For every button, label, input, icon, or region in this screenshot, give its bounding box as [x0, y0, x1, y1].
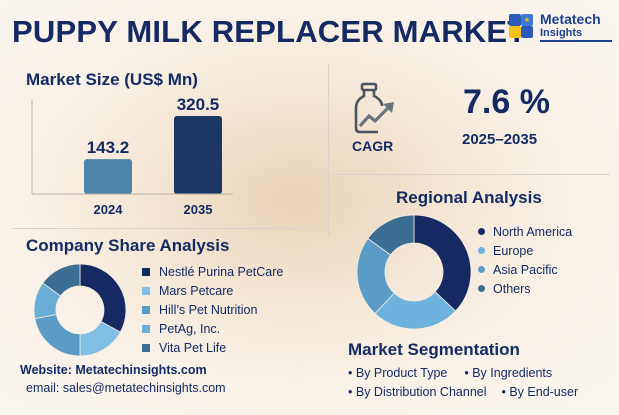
- bullet: •: [464, 366, 469, 380]
- bar-value-label: 320.5: [177, 96, 220, 114]
- legend-label: PetAg, Inc.: [159, 321, 221, 336]
- donut-slice-hill-s-pet-nutrition: [34, 314, 81, 357]
- legend-swatch: [142, 343, 150, 352]
- segment-item: By Product Type: [355, 366, 448, 380]
- legend-swatch: [142, 286, 150, 295]
- logo-name: Metatech: [540, 11, 601, 27]
- bullet: •: [348, 385, 353, 399]
- email-text[interactable]: email: sales@metatechinsights.com: [26, 381, 226, 395]
- regional-legend: North America Europe Asia Pacific Others: [478, 222, 572, 298]
- bar-value-label: 143.2: [87, 138, 130, 157]
- horizontal-divider-left: [12, 228, 302, 229]
- bullet: •: [348, 366, 353, 380]
- bullet: •: [501, 385, 506, 399]
- legend-label: Vita Pet Life: [159, 340, 227, 355]
- legend-item: Europe: [478, 241, 572, 260]
- legend-item: Hill’s Pet Nutrition: [142, 300, 283, 319]
- bar-2035: [174, 116, 222, 194]
- logo-mark-icon: ★: [509, 14, 533, 38]
- market-size-heading: Market Size (US$ Mn): [26, 70, 198, 89]
- legend-swatch: [142, 324, 150, 333]
- legend-swatch: [478, 247, 485, 254]
- donut-slice-vita-pet-life: [42, 263, 81, 297]
- cagr-label: CAGR: [352, 138, 394, 154]
- legend-swatch: [142, 267, 150, 276]
- legend-label: Mars Petcare: [159, 283, 234, 298]
- donut-slice-nestl-purina-petcare: [79, 263, 127, 333]
- legend-label: Asia Pacific: [493, 262, 558, 277]
- bar-category-label: 2024: [94, 202, 124, 217]
- legend-swatch: [478, 266, 485, 273]
- donut-slice-others: [367, 214, 415, 256]
- legend-item: Vita Pet Life: [142, 338, 283, 357]
- legend-item: Mars Petcare: [142, 281, 283, 300]
- website-text[interactable]: Website: Metatechinsights.com: [20, 363, 207, 377]
- legend-label: Europe: [493, 243, 534, 258]
- regional-heading: Regional Analysis: [396, 188, 542, 207]
- legend-label: Hill’s Pet Nutrition: [159, 302, 258, 317]
- vertical-divider: [328, 64, 329, 236]
- legend-swatch: [478, 228, 485, 235]
- cagr-value: 7.6 %: [463, 83, 550, 121]
- company-donut: [33, 263, 127, 357]
- company-heading: Company Share Analysis: [26, 236, 230, 255]
- segmentation-heading: Market Segmentation: [348, 340, 520, 359]
- segment-item: By End-user: [509, 385, 579, 399]
- metatech-logo[interactable]: ★ Metatech Insights: [506, 10, 614, 44]
- legend-label: Nestlé Purina PetCare: [159, 264, 284, 279]
- legend-label: Others: [493, 281, 531, 296]
- logo-sub: Insights: [540, 27, 583, 39]
- legend-swatch: [478, 285, 485, 292]
- legend-item: PetAg, Inc.: [142, 319, 283, 338]
- legend-swatch: [142, 305, 150, 314]
- market-size-chart: 143.2 2024 320.5 2035: [31, 96, 233, 217]
- svg-text:★: ★: [524, 16, 530, 24]
- bar-2024: [84, 159, 132, 194]
- company-legend: Nestlé Purina PetCare Mars Petcare Hill’s …: [142, 262, 283, 357]
- regional-donut: [356, 214, 472, 330]
- horizontal-divider-right: [332, 174, 610, 175]
- donut-slice-north-america: [413, 214, 472, 312]
- cagr-period: 2025–2035: [462, 131, 538, 148]
- page-title: PUPPY MILK REPLACER MARKET: [12, 14, 527, 49]
- segmentation-row-1: • By Product Type • By Ingredients: [348, 366, 552, 380]
- logo-underline: [540, 40, 612, 42]
- legend-label: North America: [493, 224, 573, 239]
- bottle-growth-icon: [354, 82, 394, 134]
- segment-item: By Ingredients: [472, 366, 553, 380]
- legend-item: Others: [478, 279, 572, 298]
- legend-item: North America: [478, 222, 572, 241]
- segment-item: By Distribution Channel: [355, 385, 487, 399]
- segmentation-row-2: • By Distribution Channel • By End-user: [348, 385, 578, 399]
- bar-category-label: 2035: [184, 202, 213, 217]
- legend-item: Asia Pacific: [478, 260, 572, 279]
- legend-item: Nestlé Purina PetCare: [142, 262, 283, 281]
